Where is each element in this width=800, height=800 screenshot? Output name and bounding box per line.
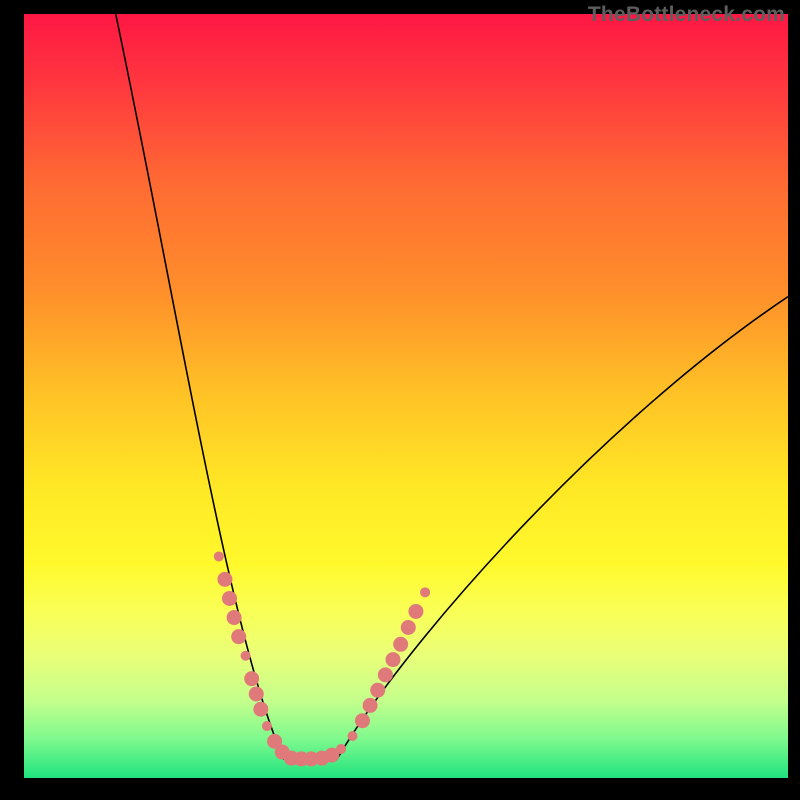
data-point <box>217 572 232 587</box>
data-point <box>378 667 393 682</box>
data-point <box>336 744 346 754</box>
bottleneck-chart <box>24 14 788 778</box>
data-point <box>348 731 358 741</box>
data-point <box>231 629 246 644</box>
chart-svg <box>24 14 788 778</box>
data-point <box>244 671 259 686</box>
data-point <box>262 721 272 731</box>
data-point <box>393 637 408 652</box>
data-point <box>386 652 401 667</box>
data-point <box>401 620 416 635</box>
data-point <box>355 713 370 728</box>
data-point <box>420 587 430 597</box>
data-point <box>214 551 224 561</box>
data-point <box>363 698 378 713</box>
watermark-text: TheBottleneck.com <box>588 3 785 27</box>
data-point <box>253 702 268 717</box>
data-point <box>241 651 251 661</box>
data-point <box>370 683 385 698</box>
data-point <box>249 686 264 701</box>
data-point <box>408 604 423 619</box>
data-point <box>222 591 237 606</box>
data-point <box>227 610 242 625</box>
